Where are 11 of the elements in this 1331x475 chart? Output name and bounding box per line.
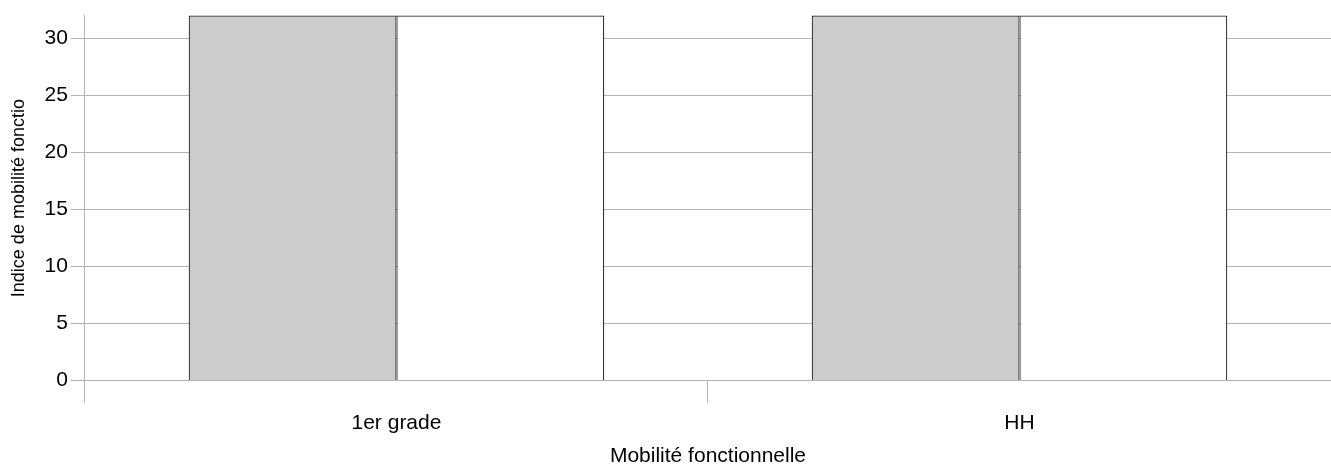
y-tick-label: 10 [44,253,68,277]
x-tick-label: HH [1004,410,1035,433]
y-tick-label: 30 [44,25,68,49]
y-axis-title: Indice de mobilité fonctio [7,99,28,298]
y-tick-label: 25 [44,82,68,106]
y-tick-label: 5 [56,310,68,334]
y-tick-label: 15 [44,196,68,220]
y-tick-label: 0 [56,367,68,391]
x-tick-label: 1er grade [351,410,442,433]
y-tick-label: 20 [44,139,68,163]
x-axis-title: Mobilité fonctionnelle [609,443,807,467]
